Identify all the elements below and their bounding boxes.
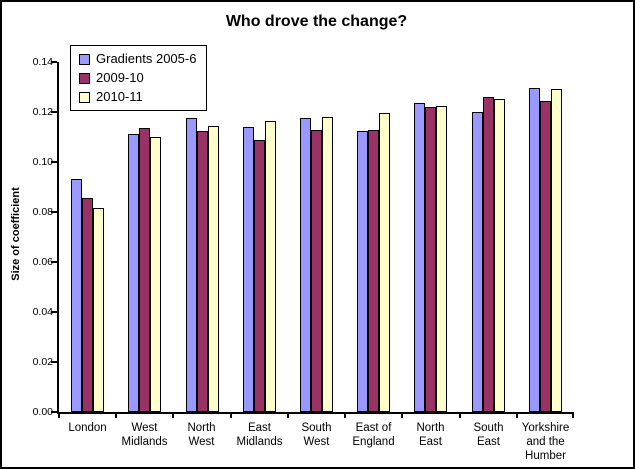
y-axis-tick [51,411,57,413]
bar-2010-11-east-midlands [265,121,276,412]
bar-2010-11-north-west [208,126,219,412]
y-axis-tick-label: 0.08 [32,206,53,218]
x-axis-category-label: London [68,422,107,434]
bar-gradients-2005-6-east-midlands [243,127,254,412]
x-axis-category-label: East Midlands [236,422,283,448]
x-axis-category-label: South East [473,422,504,448]
x-axis-category-label: East of England [352,422,395,448]
bar-2010-11-south-west [322,117,333,412]
y-axis-tick [51,111,57,113]
x-axis-tick [230,412,232,418]
legend-item: Gradients 2005-6 [79,51,196,67]
y-axis-tick-label: 0.10 [32,156,53,168]
bar-gradients-2005-6-south-west [300,118,311,412]
chart-title: Who drove the change? [225,13,408,30]
bar-2010-11-london [93,208,104,412]
x-axis-category-label: North East [416,422,445,448]
bar-gradients-2005-6-east-of-england [357,131,368,412]
legend-item: 2009-10 [79,70,196,86]
bar-2009-10-south-east [483,97,494,412]
y-axis-tick-label: 0.12 [32,106,53,118]
bar-gradients-2005-6-south-east [472,112,483,412]
y-axis-tick [51,161,57,163]
y-axis-tick-label: 0.02 [32,356,53,368]
y-axis-tick [51,261,57,263]
x-axis-tick [572,412,574,418]
bar-2009-10-south-west [311,130,322,412]
bar-2010-11-east-of-england [379,113,390,412]
x-axis-category-label: West Midlands [121,422,168,448]
y-axis-tick-label: 0.04 [32,306,53,318]
bar-2009-10-london [82,198,93,412]
y-axis-tick [51,311,57,313]
bar-2009-10-yorkshire-and-the-humber [540,101,551,412]
x-axis-tick [287,412,289,418]
x-axis-category-label: North West [187,422,216,448]
bar-2009-10-north-west [197,131,208,412]
x-axis-tick [172,412,174,418]
bar-2009-10-east-midlands [254,140,265,412]
x-axis-category-label: South West [301,422,332,448]
bar-2009-10-east-of-england [368,130,379,412]
y-axis-tick [51,361,57,363]
y-axis-tick-label: 0.14 [32,56,53,68]
y-axis-line [57,62,59,414]
bar-2010-11-north-east [436,106,447,412]
bar-gradients-2005-6-north-east [414,103,425,412]
x-axis-line [57,412,574,414]
bar-2009-10-north-east [425,107,436,412]
bar-gradients-2005-6-yorkshire-and-the-humber [529,88,540,412]
bar-2009-10-west-midlands [139,128,150,412]
x-axis-tick [58,412,60,418]
y-axis-title: Size of coefficient [10,187,22,281]
bar-gradients-2005-6-north-west [186,118,197,412]
legend-label: 2009-10 [96,70,144,85]
legend: Gradients 2005-6 2009-10 2010-11 [70,45,208,111]
x-axis-tick [516,412,518,418]
bar-gradients-2005-6-west-midlands [128,134,139,412]
bar-gradients-2005-6-london [71,179,82,412]
x-axis-tick [401,412,403,418]
legend-swatch-icon [79,53,90,65]
x-axis-tick [459,412,461,418]
y-axis-tick [51,61,57,63]
legend-item: 2010-11 [79,89,196,105]
bar-2010-11-yorkshire-and-the-humber [551,89,562,412]
x-axis-tick [344,412,346,418]
x-axis-tick [115,412,117,418]
legend-label: Gradients 2005-6 [96,51,197,66]
y-axis-tick [51,211,57,213]
x-axis-category-label: Yorkshire and the Humber [521,422,570,462]
y-axis-tick-label: 0.00 [32,406,53,418]
y-axis-tick-label: 0.06 [32,256,53,268]
bar-2010-11-west-midlands [150,137,161,412]
legend-label: 2010-11 [96,89,143,104]
legend-swatch-icon [79,91,90,103]
legend-swatch-icon [79,72,90,84]
bar-2010-11-south-east [494,99,505,412]
